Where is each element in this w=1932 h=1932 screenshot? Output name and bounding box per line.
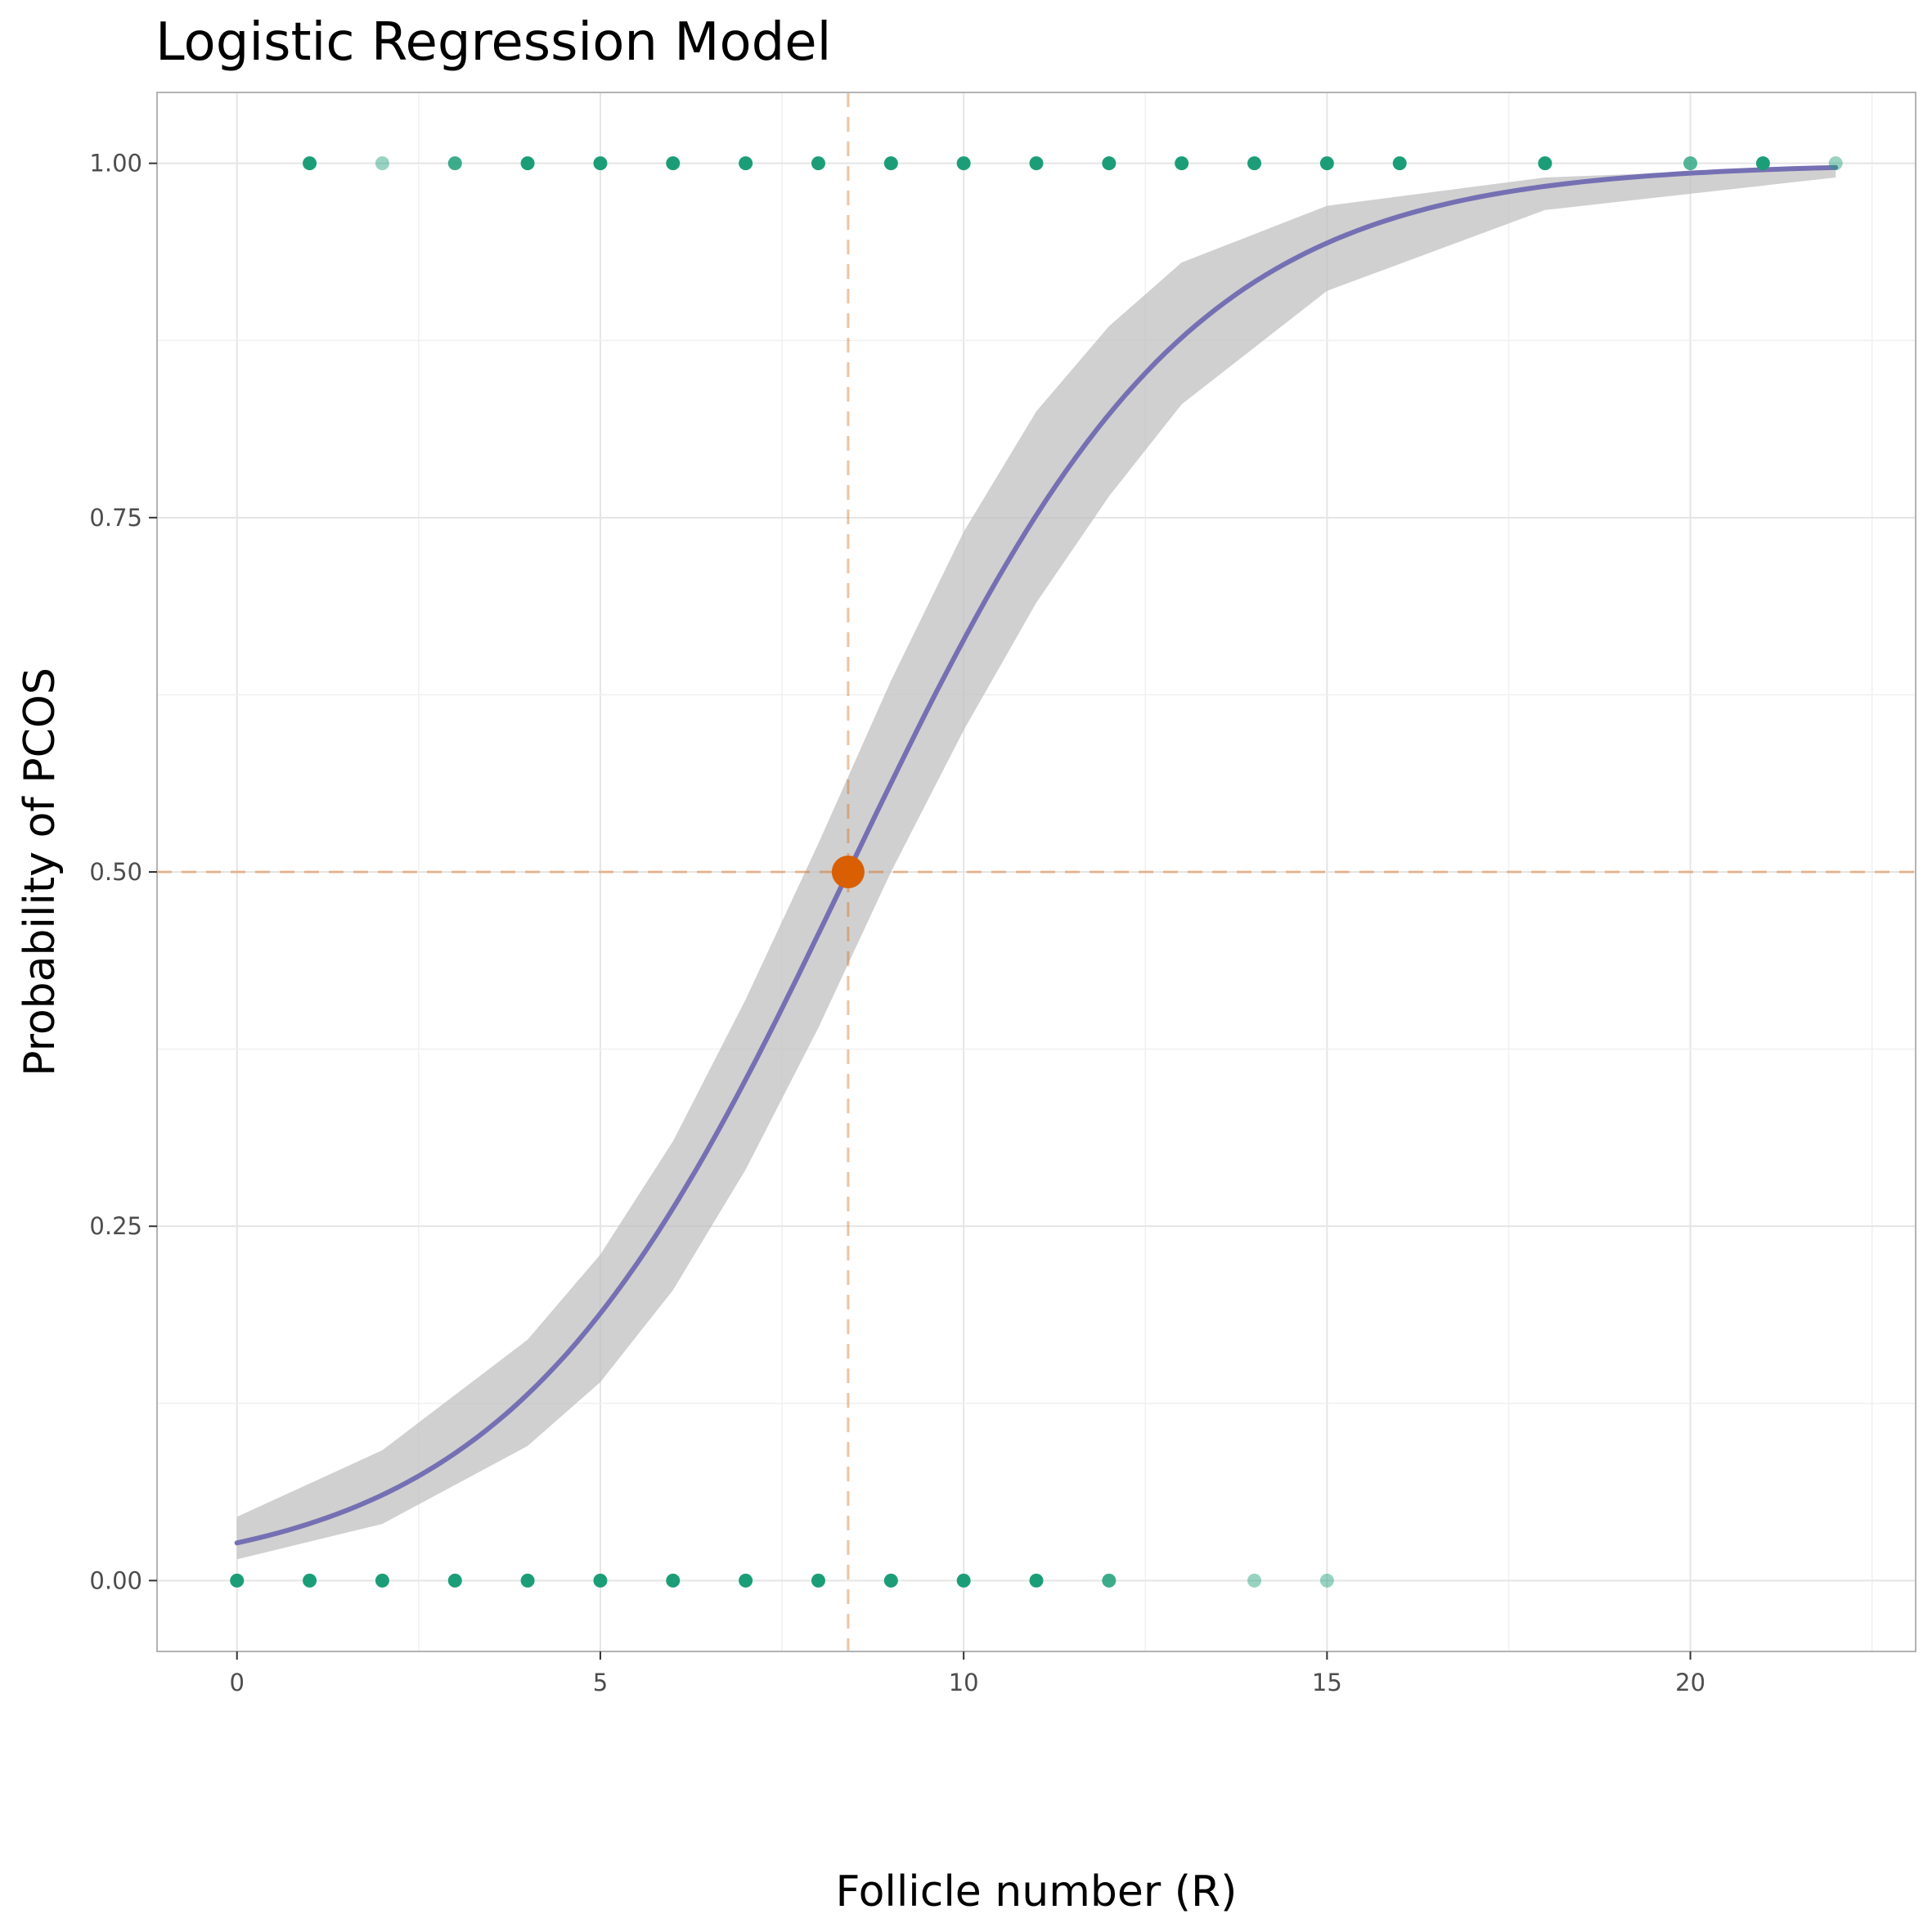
y-tick-label: 0.25 xyxy=(89,1212,142,1240)
threshold-point xyxy=(831,856,865,888)
x-axis-ticks: 0 5 10 15 20 xyxy=(230,1651,1705,1696)
data-point xyxy=(520,156,535,171)
data-point xyxy=(375,156,389,171)
data-point xyxy=(1102,156,1117,171)
data-point xyxy=(1683,156,1698,171)
x-tick-label: 10 xyxy=(949,1669,979,1696)
data-point xyxy=(956,1573,971,1588)
data-point xyxy=(1392,156,1407,171)
data-point xyxy=(1029,1573,1044,1588)
x-axis-title: Follicle number (R) xyxy=(836,1867,1238,1916)
x-tick-label: 5 xyxy=(593,1669,608,1696)
data-point xyxy=(739,1573,753,1588)
data-point xyxy=(811,156,825,171)
data-point xyxy=(666,156,681,171)
data-point xyxy=(1755,156,1770,171)
data-point xyxy=(956,156,971,171)
data-point xyxy=(303,1573,317,1588)
data-point xyxy=(593,1573,608,1588)
data-point xyxy=(1828,156,1843,171)
data-point xyxy=(447,156,462,171)
x-tick-label: 20 xyxy=(1675,1669,1705,1696)
y-axis-ticks: 0.00 0.25 0.50 0.75 1.00 xyxy=(89,150,157,1594)
data-point xyxy=(1319,1573,1334,1588)
data-point xyxy=(666,1573,681,1588)
y-axis-title: Probability of PCOS xyxy=(16,667,65,1076)
observed-points xyxy=(230,156,1843,1588)
data-point xyxy=(1175,156,1189,171)
y-tick-label: 1.00 xyxy=(89,150,142,177)
data-point xyxy=(520,1573,535,1588)
data-point xyxy=(1319,156,1334,171)
data-point xyxy=(375,1573,389,1588)
fitted-curve-line xyxy=(234,164,1839,1546)
confidence-band-area xyxy=(236,166,1836,1560)
x-tick-label: 0 xyxy=(230,1669,245,1696)
data-point xyxy=(593,156,608,171)
data-point xyxy=(1029,156,1044,171)
y-tick-label: 0.75 xyxy=(89,504,142,532)
data-point xyxy=(883,1573,898,1588)
data-point xyxy=(1247,156,1262,171)
data-point xyxy=(230,1573,245,1588)
chart-title: Logistic Regression Model xyxy=(155,12,831,73)
data-point xyxy=(811,1573,825,1588)
data-point xyxy=(1247,1573,1262,1588)
data-point xyxy=(1538,156,1552,171)
confidence-band xyxy=(236,166,1836,1560)
threshold-marker xyxy=(831,856,865,888)
threshold-reference-lines xyxy=(157,92,1916,1651)
y-tick-label: 0.50 xyxy=(89,858,142,886)
data-point xyxy=(883,156,898,171)
data-point xyxy=(303,156,317,171)
y-tick-label: 0.00 xyxy=(89,1566,142,1594)
data-point xyxy=(447,1573,462,1588)
data-point xyxy=(739,156,753,171)
x-tick-label: 15 xyxy=(1312,1669,1342,1696)
data-point xyxy=(1102,1573,1117,1588)
fitted-curve xyxy=(234,164,1839,1546)
plot-panel xyxy=(156,92,1916,1652)
